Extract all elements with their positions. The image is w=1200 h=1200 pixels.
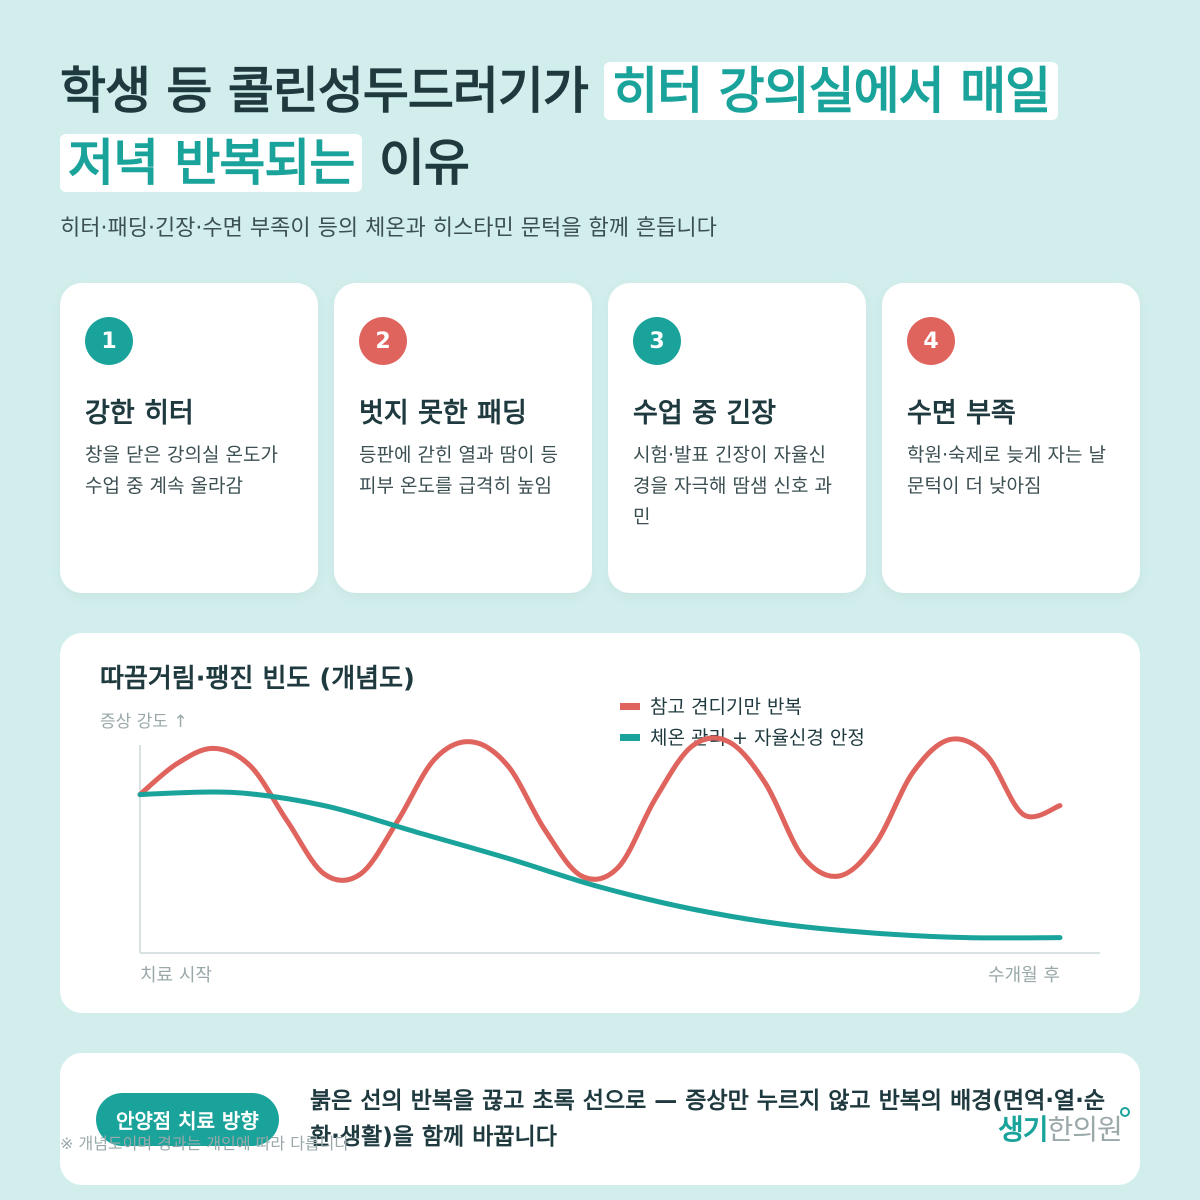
card-number-badge: 4	[907, 317, 955, 365]
concept-chart: 증상 강도 ↑ 치료 시작 수개월 후 참고 견디기만 반복 체온 관리 + 자…	[100, 696, 1100, 986]
card-number-badge: 1	[85, 317, 133, 365]
footnote: ※ 개념도이며 경과는 개인에 따라 다릅니다	[60, 1134, 350, 1153]
legend-label-teal: 체온 관리 + 자율신경 안정	[650, 727, 865, 749]
clinic-logo: 생기한의원	[998, 1108, 1123, 1148]
legend-label-red: 참고 견디기만 반복	[650, 696, 802, 718]
treatment-direction-badge: 안양점 치료 방향	[96, 1093, 279, 1146]
card-description: 등판에 갇힌 열과 땀이 등 피부 온도를 급격히 높임	[359, 444, 558, 497]
card-title: 벗지 못한 패딩	[359, 398, 527, 429]
title-highlight-2: 저녁 반복되는	[60, 134, 363, 192]
chart-title: 따끔거림·팽진 빈도 (개념도)	[100, 664, 415, 694]
card-number-badge: 3	[633, 317, 681, 365]
logo-part-1: 생기	[998, 1113, 1049, 1146]
series-line-managed	[137, 789, 1063, 941]
cause-card-3: 3 수업 중 긴장 시험·발표 긴장이 자율신경을 자극해 땀샘 신호 과민	[608, 283, 866, 593]
cause-card-4: 4 수면 부족 학원·숙제로 늦게 자는 날 문턱이 더 낮아짐	[882, 283, 1140, 593]
card-title: 수면 부족	[907, 398, 1016, 429]
title-highlight-1: 히터 강의실에서 매일	[604, 62, 1059, 120]
card-description: 시험·발표 긴장이 자율신경을 자극해 땀샘 신호 과민	[633, 444, 832, 528]
title-part-4: 이유	[378, 134, 470, 192]
card-number-badge: 2	[359, 317, 407, 365]
legend-swatch-red	[620, 703, 640, 710]
logo-dot-icon	[1120, 1107, 1130, 1117]
x-start-label: 치료 시작	[140, 965, 212, 986]
bottom-panel: 안양점 치료 방향 붉은 선의 반복을 끊고 초록 선으로 — 증상만 누르지 …	[60, 1053, 1140, 1185]
y-axis-label: 증상 강도 ↑	[100, 712, 188, 732]
card-description: 학원·숙제로 늦게 자는 날 문턱이 더 낮아짐	[907, 444, 1106, 497]
page-subtitle: 히터·패딩·긴장·수면 부족이 등의 체온과 히스타민 문턱을 함께 흔듭니다	[60, 216, 717, 241]
title-part-1: 학생 등 콜린성두드러기가	[60, 62, 589, 120]
x-end-label: 수개월 후	[988, 965, 1060, 986]
card-title: 강한 히터	[85, 398, 194, 429]
legend-swatch-teal	[620, 734, 640, 741]
card-description: 창을 닫은 강의실 온도가 수업 중 계속 올라감	[85, 444, 278, 497]
chart-panel: 따끔거림·팽진 빈도 (개념도) 증상 강도 ↑ 치료 시작 수개월 후 참고 …	[60, 633, 1140, 1013]
card-title: 수업 중 긴장	[633, 398, 776, 429]
logo-part-2: 한의원	[1047, 1113, 1123, 1146]
page-title: 학생 등 콜린성두드러기가 히터 강의실에서 매일 저녁 반복되는 이유	[60, 55, 1160, 199]
series-line-repeat	[137, 735, 1063, 883]
cause-card-2: 2 벗지 못한 패딩 등판에 갇힌 열과 땀이 등 피부 온도를 급격히 높임	[334, 283, 592, 593]
cause-card-1: 1 강한 히터 창을 닫은 강의실 온도가 수업 중 계속 올라감	[60, 283, 318, 593]
treatment-direction-text: 붉은 선의 반복을 끊고 초록 선으로 — 증상만 누르지 않고 반복의 배경(…	[310, 1088, 1106, 1150]
